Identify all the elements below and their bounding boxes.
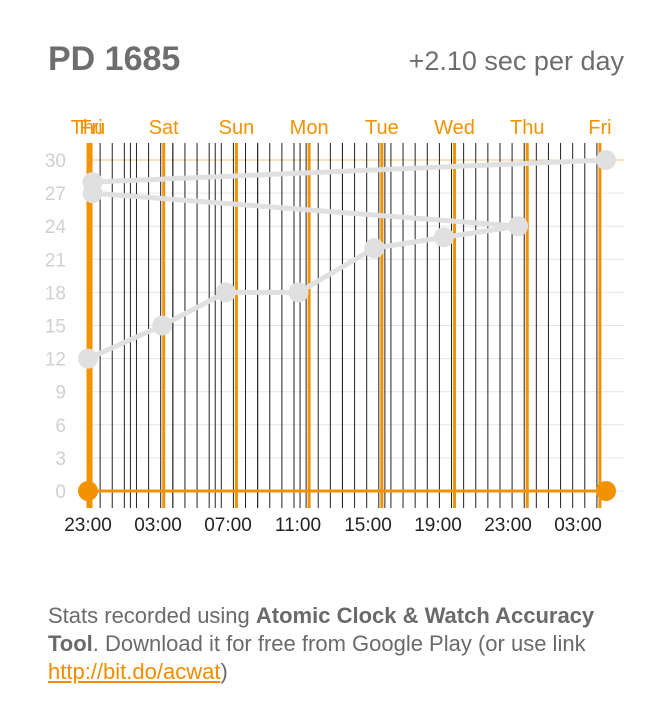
- day-label: Sun: [219, 117, 255, 139]
- day-label: Tue: [365, 117, 399, 139]
- x-tick-label: 23:00: [484, 515, 532, 536]
- x-tick-label: 03:00: [554, 515, 602, 536]
- day-label: Fri: [79, 117, 102, 139]
- y-tick-label: 0: [55, 482, 66, 503]
- x-tick-label: 19:00: [414, 515, 462, 536]
- y-tick-label: 9: [55, 383, 66, 404]
- y-tick-label: 27: [45, 184, 66, 205]
- data-point: [364, 238, 385, 259]
- accuracy-chart: 0 3 6 9 12 15 18 21 24 27 30 23:00 03:00 07:00 11:00 15…: [45, 117, 624, 536]
- y-tick-label: 6: [55, 416, 66, 437]
- data-point: [78, 348, 98, 369]
- x-tick-label: 07:00: [204, 515, 252, 536]
- data-point: [508, 216, 529, 237]
- rate-readout: +2.10 sec per day: [408, 46, 624, 76]
- day-label: Thu: [510, 117, 544, 139]
- footer-text-middle: . Download it for free from Google Play …: [92, 631, 586, 656]
- day-label: Sat: [149, 117, 179, 139]
- day-label: Thu: [71, 117, 105, 139]
- day-label: Mon: [290, 117, 329, 139]
- y-tick-label: 3: [55, 449, 66, 470]
- data-point: [152, 315, 173, 336]
- x-tick-label: 11:00: [275, 515, 321, 536]
- app-name: Atomic Clock & Watch Accuracy Tool: [48, 603, 595, 656]
- y-tick-label: 15: [45, 317, 66, 338]
- y-tick-label: 24: [45, 217, 67, 238]
- x-tick-label: 15:00: [344, 515, 392, 536]
- y-tick-label: 12: [45, 350, 66, 371]
- download-link[interactable]: http://bit.do/acwat: [48, 659, 221, 684]
- baseline-start-dot: [78, 481, 98, 501]
- footer-text-before: Stats recorded using: [48, 603, 256, 628]
- data-point: [596, 150, 616, 170]
- x-tick-label: 23:00: [64, 515, 112, 536]
- y-tick-label: 21: [45, 250, 66, 271]
- day-label: Wed: [434, 117, 475, 139]
- baseline-end-dot: [596, 481, 616, 501]
- y-tick-label: 18: [45, 283, 66, 304]
- footer-text-after: ): [220, 659, 228, 684]
- data-point: [215, 282, 236, 303]
- day-label: Fri: [588, 117, 611, 139]
- y-tick-label: 30: [45, 151, 66, 172]
- footer-text: Stats recorded using Atomic Clock & Watc…: [48, 602, 638, 686]
- data-point: [433, 227, 454, 248]
- x-tick-label: 03:00: [134, 515, 182, 536]
- data-point: [82, 172, 103, 193]
- page-title: PD 1685: [48, 40, 181, 78]
- data-point: [288, 282, 309, 303]
